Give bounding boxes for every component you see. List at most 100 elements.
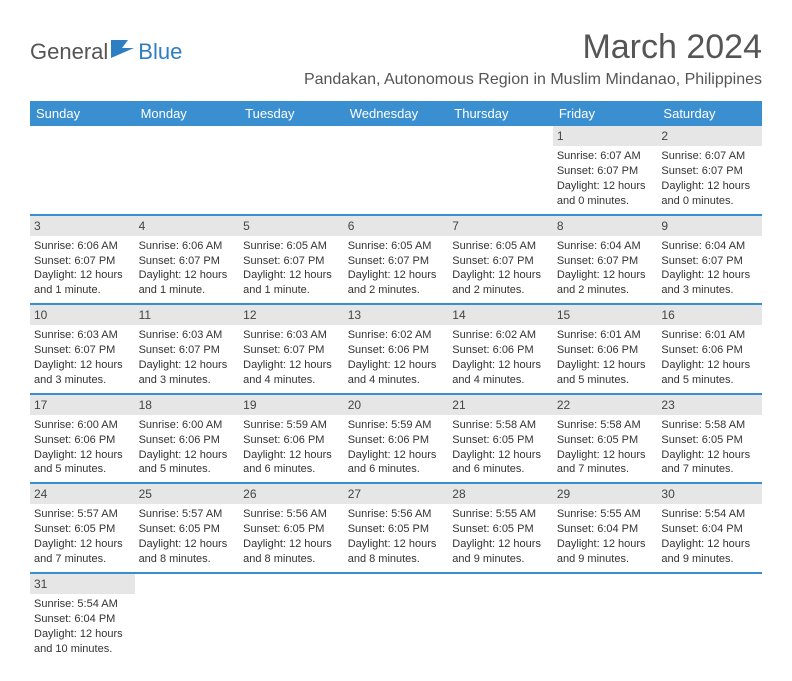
sunset-line: Sunset: 6:06 PM — [348, 343, 445, 358]
sunrise-line: Sunrise: 6:07 AM — [661, 149, 758, 164]
day-cell: 20Sunrise: 5:59 AMSunset: 6:06 PMDayligh… — [344, 395, 449, 483]
day-number: 26 — [239, 484, 344, 504]
logo-flag-icon — [110, 38, 136, 65]
day-cell: 30Sunrise: 5:54 AMSunset: 6:04 PMDayligh… — [657, 484, 762, 572]
sunset-line: Sunset: 6:07 PM — [243, 254, 340, 269]
day-number: 11 — [135, 305, 240, 325]
day-number: 10 — [30, 305, 135, 325]
sunrise-line: Sunrise: 5:57 AM — [139, 507, 236, 522]
empty-cell — [239, 126, 344, 214]
sunrise-line: Sunrise: 6:01 AM — [661, 328, 758, 343]
day-cell: 14Sunrise: 6:02 AMSunset: 6:06 PMDayligh… — [448, 305, 553, 393]
sunrise-line: Sunrise: 5:56 AM — [243, 507, 340, 522]
sunrise-line: Sunrise: 5:58 AM — [452, 418, 549, 433]
empty-cell — [344, 574, 449, 662]
sunset-line: Sunset: 6:06 PM — [661, 343, 758, 358]
weekday-label: Monday — [135, 101, 240, 126]
month-title: March 2024 — [304, 28, 762, 67]
daylight-line: Daylight: 12 hours and 3 minutes. — [139, 358, 236, 388]
daylight-line: Daylight: 12 hours and 2 minutes. — [348, 268, 445, 298]
empty-cell — [135, 574, 240, 662]
sunset-line: Sunset: 6:05 PM — [661, 433, 758, 448]
daylight-line: Daylight: 12 hours and 5 minutes. — [139, 448, 236, 478]
empty-cell — [239, 574, 344, 662]
day-number: 8 — [553, 216, 658, 236]
day-number: 2 — [657, 126, 762, 146]
daylight-line: Daylight: 12 hours and 5 minutes. — [557, 358, 654, 388]
title-block: March 2024 Pandakan, Autonomous Region i… — [304, 28, 762, 97]
sunrise-line: Sunrise: 6:05 AM — [243, 239, 340, 254]
day-cell: 3Sunrise: 6:06 AMSunset: 6:07 PMDaylight… — [30, 216, 135, 304]
sunset-line: Sunset: 6:07 PM — [34, 343, 131, 358]
sunset-line: Sunset: 6:07 PM — [557, 254, 654, 269]
daylight-line: Daylight: 12 hours and 4 minutes. — [348, 358, 445, 388]
sunset-line: Sunset: 6:07 PM — [557, 164, 654, 179]
daylight-line: Daylight: 12 hours and 5 minutes. — [34, 448, 131, 478]
daylight-line: Daylight: 12 hours and 8 minutes. — [243, 537, 340, 567]
weekday-label: Saturday — [657, 101, 762, 126]
day-cell: 31Sunrise: 5:54 AMSunset: 6:04 PMDayligh… — [30, 574, 135, 662]
day-number: 23 — [657, 395, 762, 415]
daylight-line: Daylight: 12 hours and 6 minutes. — [452, 448, 549, 478]
sunset-line: Sunset: 6:05 PM — [348, 522, 445, 537]
sunrise-line: Sunrise: 6:04 AM — [661, 239, 758, 254]
sunset-line: Sunset: 6:06 PM — [34, 433, 131, 448]
day-cell: 24Sunrise: 5:57 AMSunset: 6:05 PMDayligh… — [30, 484, 135, 572]
day-number: 15 — [553, 305, 658, 325]
daylight-line: Daylight: 12 hours and 3 minutes. — [661, 268, 758, 298]
day-cell: 8 Sunrise: 6:04 AMSunset: 6:07 PMDaylight… — [553, 216, 658, 304]
day-cell: 19Sunrise: 5:59 AMSunset: 6:06 PMDayligh… — [239, 395, 344, 483]
sunrise-line: Sunrise: 5:54 AM — [34, 597, 131, 612]
day-cell: 7Sunrise: 6:05 AMSunset: 6:07 PMDaylight… — [448, 216, 553, 304]
sunset-line: Sunset: 6:04 PM — [34, 612, 131, 627]
calendar-body: 1Sunrise: 6:07 AMSunset: 6:07 PMDaylight… — [30, 126, 762, 661]
daylight-line: Daylight: 12 hours and 0 minutes. — [557, 179, 654, 209]
sunrise-line: Sunrise: 6:04 AM — [557, 239, 654, 254]
day-number: 27 — [344, 484, 449, 504]
daylight-line: Daylight: 12 hours and 9 minutes. — [452, 537, 549, 567]
sunset-line: Sunset: 6:06 PM — [243, 433, 340, 448]
day-cell: 2Sunrise: 6:07 AMSunset: 6:07 PMDaylight… — [657, 126, 762, 214]
empty-cell — [448, 126, 553, 214]
sunset-line: Sunset: 6:05 PM — [557, 433, 654, 448]
sunrise-line: Sunrise: 6:02 AM — [348, 328, 445, 343]
day-cell: 5Sunrise: 6:05 AMSunset: 6:07 PMDaylight… — [239, 216, 344, 304]
day-number: 24 — [30, 484, 135, 504]
day-number: 12 — [239, 305, 344, 325]
daylight-line: Daylight: 12 hours and 8 minutes. — [348, 537, 445, 567]
day-cell: 21Sunrise: 5:58 AMSunset: 6:05 PMDayligh… — [448, 395, 553, 483]
sunrise-line: Sunrise: 5:56 AM — [348, 507, 445, 522]
weekday-label: Sunday — [30, 101, 135, 126]
day-number: 16 — [657, 305, 762, 325]
daylight-line: Daylight: 12 hours and 4 minutes. — [243, 358, 340, 388]
week-row: 31Sunrise: 5:54 AMSunset: 6:04 PMDayligh… — [30, 574, 762, 662]
week-row: 1Sunrise: 6:07 AMSunset: 6:07 PMDaylight… — [30, 126, 762, 216]
sunset-line: Sunset: 6:06 PM — [557, 343, 654, 358]
day-number: 4 — [135, 216, 240, 236]
day-number: 29 — [553, 484, 658, 504]
sunset-line: Sunset: 6:05 PM — [452, 433, 549, 448]
sunrise-line: Sunrise: 6:07 AM — [557, 149, 654, 164]
day-cell: 4Sunrise: 6:06 AMSunset: 6:07 PMDaylight… — [135, 216, 240, 304]
sunset-line: Sunset: 6:06 PM — [348, 433, 445, 448]
week-row: 10Sunrise: 6:03 AMSunset: 6:07 PMDayligh… — [30, 305, 762, 395]
daylight-line: Daylight: 12 hours and 7 minutes. — [557, 448, 654, 478]
sunrise-line: Sunrise: 5:54 AM — [661, 507, 758, 522]
header-row: General Blue March 2024 Pandakan, Autono… — [30, 28, 762, 97]
sunrise-line: Sunrise: 6:01 AM — [557, 328, 654, 343]
sunset-line: Sunset: 6:07 PM — [661, 164, 758, 179]
day-cell: 22 Sunrise: 5:58 AMSunset: 6:05 PMDayligh… — [553, 395, 658, 483]
day-cell: 15 Sunrise: 6:01 AMSunset: 6:06 PMDayligh… — [553, 305, 658, 393]
day-number: 13 — [344, 305, 449, 325]
day-cell: 16Sunrise: 6:01 AMSunset: 6:06 PMDayligh… — [657, 305, 762, 393]
empty-cell — [448, 574, 553, 662]
daylight-line: Daylight: 12 hours and 2 minutes. — [557, 268, 654, 298]
day-cell: 6Sunrise: 6:05 AMSunset: 6:07 PMDaylight… — [344, 216, 449, 304]
day-number: 31 — [30, 574, 135, 594]
daylight-line: Daylight: 12 hours and 7 minutes. — [661, 448, 758, 478]
day-number: 22 — [553, 395, 658, 415]
daylight-line: Daylight: 12 hours and 2 minutes. — [452, 268, 549, 298]
sunrise-line: Sunrise: 5:55 AM — [557, 507, 654, 522]
sunrise-line: Sunrise: 5:58 AM — [557, 418, 654, 433]
day-cell: 27 Sunrise: 5:56 AMSunset: 6:05 PMDayligh… — [344, 484, 449, 572]
